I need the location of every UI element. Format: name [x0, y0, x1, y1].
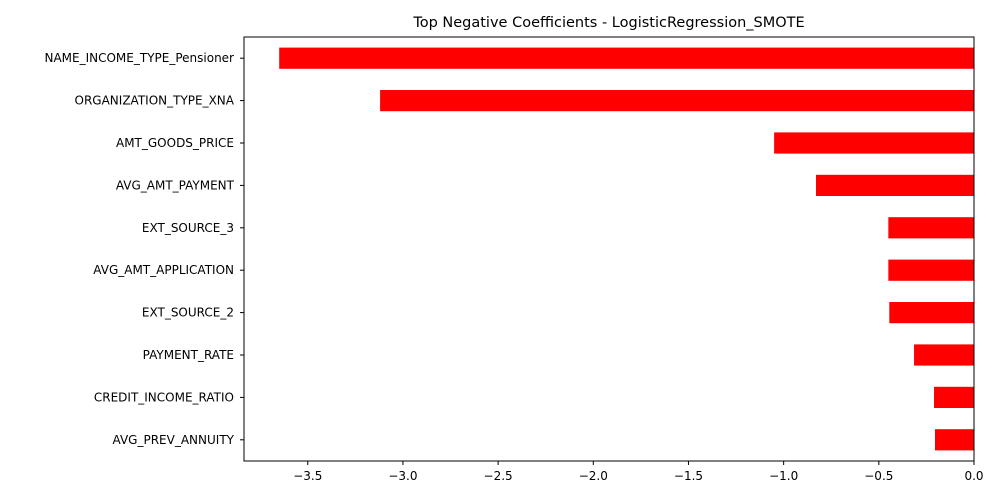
x-tick-label: 0.0 [964, 469, 983, 483]
bar [889, 302, 974, 324]
bar [816, 174, 974, 196]
category-label: EXT_SOURCE_2 [142, 306, 234, 320]
x-tick-label: −2.0 [579, 469, 608, 483]
bar [914, 344, 974, 366]
bar [888, 259, 974, 281]
category-label: CREDIT_INCOME_RATIO [94, 390, 234, 404]
x-tick-label: −1.0 [769, 469, 798, 483]
bars-group [279, 47, 975, 451]
chart-title: Top Negative Coefficients - LogisticRegr… [412, 15, 804, 31]
category-label: NAME_INCOME_TYPE_Pensioner [44, 51, 234, 65]
x-tick-label: −3.0 [388, 469, 417, 483]
category-label: AVG_PREV_ANNUITY [113, 433, 235, 447]
category-label: ORGANIZATION_TYPE_XNA [75, 94, 235, 108]
bar [380, 90, 974, 112]
bar [774, 132, 974, 154]
bar [888, 217, 974, 239]
category-label: AVG_AMT_APPLICATION [93, 263, 234, 277]
category-label: AMT_GOODS_PRICE [116, 136, 234, 150]
category-label: PAYMENT_RATE [143, 348, 234, 362]
category-labels-group: NAME_INCOME_TYPE_Pensioner ORGANIZATION_T… [44, 51, 244, 447]
x-tick-label: −2.5 [484, 469, 513, 483]
category-label: AVG_AMT_PAYMENT [116, 178, 235, 192]
x-tick-label: −0.5 [864, 469, 893, 483]
bar [279, 47, 975, 69]
x-tick-label: −1.5 [674, 469, 703, 483]
category-label: EXT_SOURCE_3 [142, 221, 234, 235]
x-ticks-group: −3.5 −3.0 −2.5 −2.0 −1.5 −1.0 −0.5 0.0 [293, 461, 984, 483]
bar [934, 429, 974, 451]
plot-frame [243, 36, 975, 462]
x-tick-label: −3.5 [293, 469, 322, 483]
bar [934, 386, 974, 408]
